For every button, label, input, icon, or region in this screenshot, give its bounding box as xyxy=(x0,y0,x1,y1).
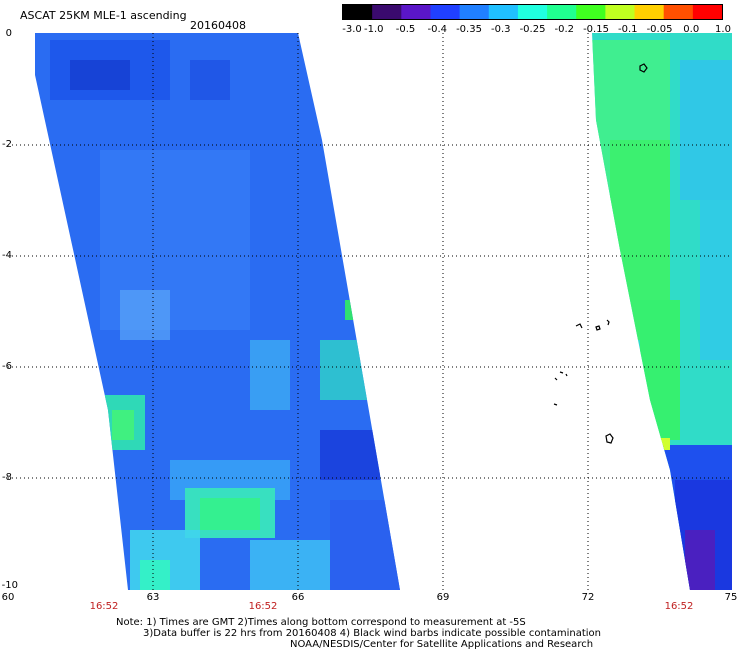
colorbar-segment xyxy=(401,5,431,19)
colorbar-segment xyxy=(605,5,636,19)
colorbar-segment xyxy=(576,5,606,19)
y-tick-5: -10 xyxy=(1,580,18,591)
colorbar-segment xyxy=(692,5,722,19)
y-tick-1: -2 xyxy=(2,139,12,150)
note-line-1: Note: 1) Times are GMT 2)Times along bot… xyxy=(116,617,526,628)
x-tick-1: 63 xyxy=(146,592,160,603)
colorbar-segment xyxy=(547,5,577,19)
left-swath xyxy=(35,33,400,590)
colorbar-label: -3.0 xyxy=(342,24,362,35)
colorbar-segment xyxy=(430,5,461,19)
right-swath xyxy=(592,33,732,590)
note-line-2: 3)Data buffer is 22 hrs from 20160408 4)… xyxy=(143,628,601,639)
y-tick-2: -4 xyxy=(2,250,12,261)
x-tick-0: 60 xyxy=(1,592,15,603)
colorbar-segment xyxy=(517,5,548,19)
colorbar-segment xyxy=(488,5,519,19)
pass-time-2: 16:52 xyxy=(248,601,278,612)
x-tick-4: 72 xyxy=(581,592,595,603)
colorbar-label: -1.0 xyxy=(363,24,384,35)
x-tick-3: 69 xyxy=(436,592,450,603)
x-tick-5: 75 xyxy=(724,592,738,603)
colorbar-label: -0.4 xyxy=(427,24,448,35)
x-tick-2: 66 xyxy=(291,592,305,603)
pass-time-3: 16:52 xyxy=(664,601,694,612)
colorbar-label: -0.05 xyxy=(646,24,673,35)
colorbar xyxy=(342,4,723,20)
map-title: ASCAT 25KM MLE-1 ascending xyxy=(20,9,187,22)
colorbar-label: -0.15 xyxy=(583,24,609,35)
colorbar-label: -0.25 xyxy=(519,24,546,35)
colorbar-label: -0.2 xyxy=(554,24,575,35)
gridlines xyxy=(8,33,732,590)
y-tick-0: 0 xyxy=(5,28,12,39)
colorbar-label: -0.5 xyxy=(395,24,416,35)
map-date: 20160408 xyxy=(190,19,246,32)
colorbar-label: -0.35 xyxy=(456,24,482,35)
colorbar-label: 0.0 xyxy=(683,24,700,35)
colorbar-segment xyxy=(634,5,665,19)
colorbar-segment xyxy=(663,5,694,19)
colorbar-segment xyxy=(343,5,373,19)
pass-time-1: 16:52 xyxy=(89,601,119,612)
y-tick-4: -8 xyxy=(2,472,12,483)
colorbar-segment xyxy=(459,5,490,19)
island-outlines xyxy=(553,63,648,444)
colorbar-segment xyxy=(372,5,402,19)
colorbar-label: 1.0 xyxy=(715,24,731,35)
y-tick-3: -6 xyxy=(2,361,12,372)
colorbar-label: -0.3 xyxy=(490,24,511,35)
note-line-3: NOAA/NESDIS/Center for Satellite Applica… xyxy=(290,639,594,650)
colorbar-label: -0.1 xyxy=(617,24,638,35)
